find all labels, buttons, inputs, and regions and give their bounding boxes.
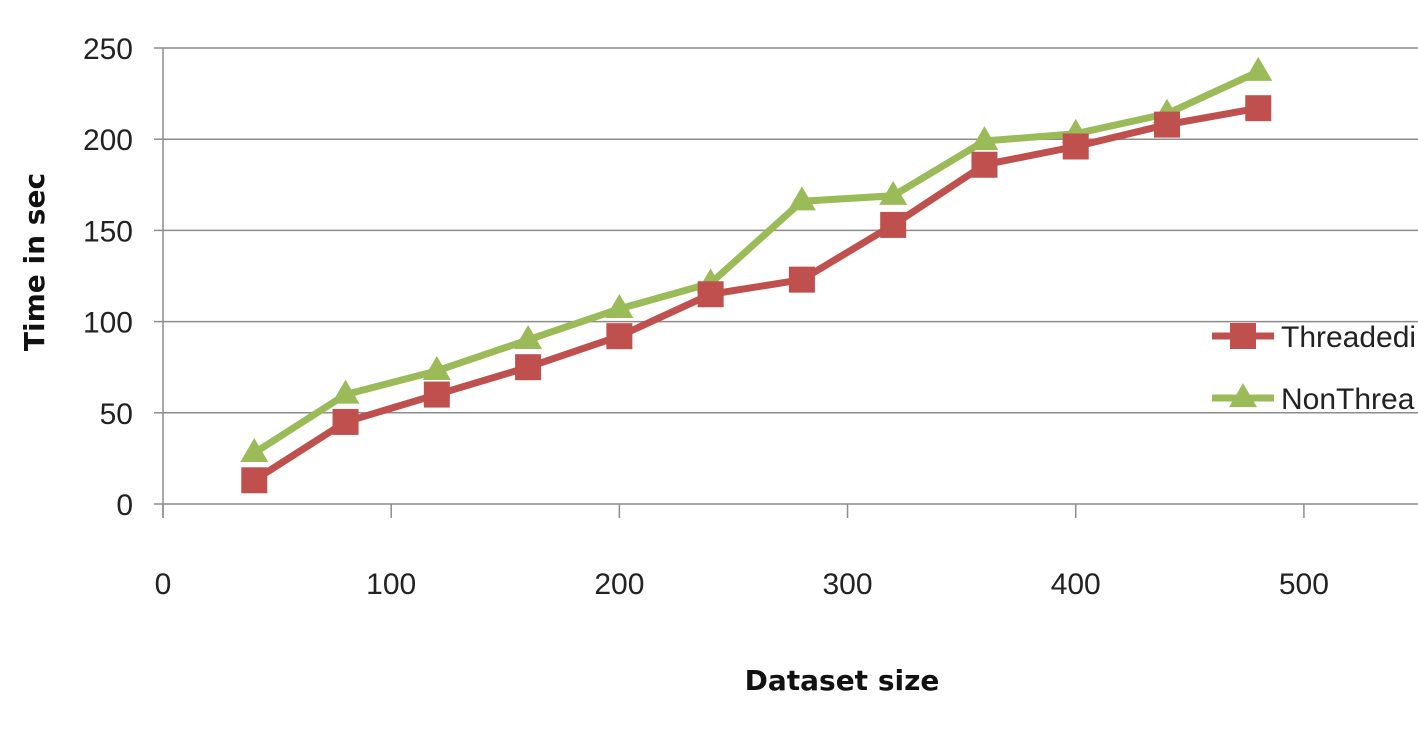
data-point bbox=[606, 323, 633, 350]
data-point bbox=[1154, 111, 1180, 138]
legend: Threadedi NonThrea bbox=[1212, 321, 1416, 416]
x-tick-label: 400 bbox=[1051, 568, 1101, 601]
y-tick-label: 150 bbox=[83, 215, 133, 248]
axes bbox=[154, 47, 1418, 518]
y-tick-label: 50 bbox=[100, 398, 133, 431]
data-point bbox=[423, 381, 450, 408]
y-axis-title: Time in sec bbox=[18, 173, 51, 351]
data-point bbox=[240, 438, 269, 463]
data-point bbox=[514, 324, 543, 349]
data-point bbox=[788, 266, 815, 293]
data-point bbox=[331, 379, 360, 404]
series-line bbox=[250, 68, 1262, 457]
data-point bbox=[515, 354, 542, 381]
series-line bbox=[250, 104, 1262, 484]
data-point bbox=[605, 293, 634, 318]
x-axis-title: Dataset size bbox=[745, 664, 940, 697]
series bbox=[240, 56, 1273, 494]
x-tick-label: 300 bbox=[823, 568, 873, 601]
data-point bbox=[241, 467, 268, 494]
data-point bbox=[970, 126, 999, 151]
series-2 bbox=[240, 56, 1273, 463]
legend-item: NonThrea bbox=[1212, 383, 1415, 416]
y-tick-label: 100 bbox=[83, 307, 133, 340]
legend-label: NonThrea bbox=[1281, 383, 1415, 416]
x-tick-label: 500 bbox=[1279, 568, 1329, 601]
x-tick-label: 0 bbox=[155, 568, 172, 601]
gridlines bbox=[163, 47, 1418, 414]
y-tick-label: 250 bbox=[83, 33, 133, 66]
data-point bbox=[971, 151, 998, 178]
data-point bbox=[880, 211, 907, 238]
data-point bbox=[422, 355, 451, 380]
y-tick-label: 200 bbox=[83, 124, 133, 157]
data-point bbox=[1245, 95, 1272, 122]
y-tick-label: 0 bbox=[116, 489, 133, 522]
data-point bbox=[879, 180, 908, 205]
data-point bbox=[1244, 56, 1273, 81]
data-point bbox=[697, 281, 724, 308]
x-tick-label: 100 bbox=[366, 568, 416, 601]
x-tick-label: 200 bbox=[594, 568, 644, 601]
data-point bbox=[787, 186, 816, 211]
series-1 bbox=[241, 95, 1272, 494]
data-point bbox=[1062, 133, 1089, 160]
legend-label: Threadedi bbox=[1281, 321, 1416, 354]
legend-marker bbox=[1229, 383, 1257, 408]
legend-marker bbox=[1230, 323, 1256, 349]
legend-item: Threadedi bbox=[1212, 321, 1416, 354]
data-point bbox=[332, 408, 359, 435]
tick-labels: 0 50 100 150 200 250 0 100 200 300 400 500 bbox=[83, 33, 1329, 601]
